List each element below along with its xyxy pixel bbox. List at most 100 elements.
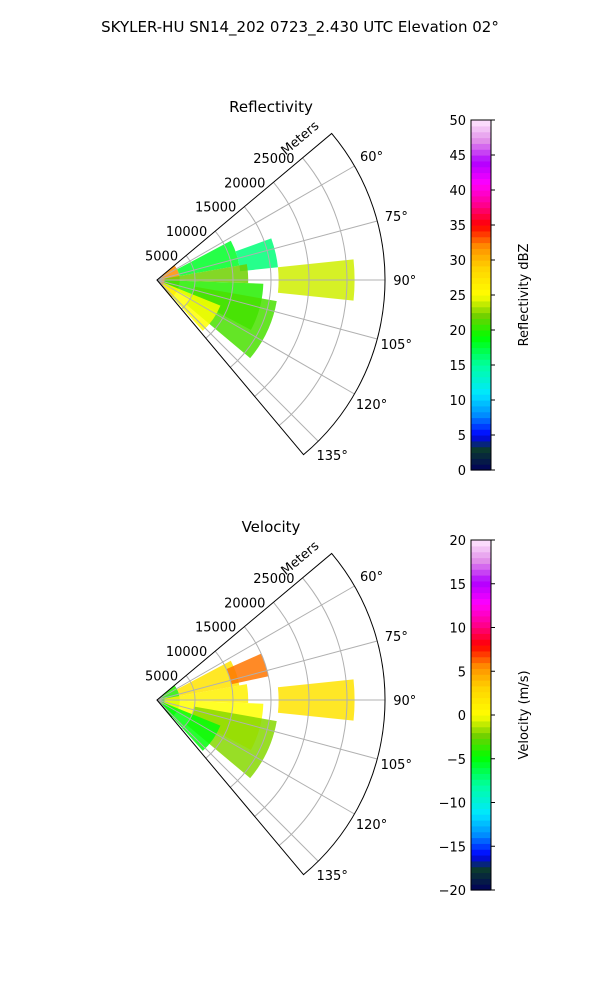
colorbar-segment [471,295,491,302]
colorbar-segment [471,201,491,209]
colorbar-segment [471,738,491,745]
colorbar-segment [471,843,491,850]
r-tick-label: 20000 [224,596,265,611]
colorbar-tick-label: 30 [449,254,466,269]
colorbar-segment [471,720,491,728]
theta-gridline [156,640,378,701]
colorbar-segment [471,400,491,407]
sector-frame [156,552,386,876]
r-tick-label: 5000 [145,670,178,685]
theta-tick-label: 105° [381,338,412,353]
colorbar-segment [471,248,491,255]
colorbar-segment [471,685,491,693]
colorbar-segment [471,265,491,273]
colorbar-segment [471,633,491,640]
theta-gridline [156,279,319,442]
colorbar-tick-label: 10 [449,622,466,637]
colorbar-tick-label: 0 [458,464,466,479]
r-gridline [278,577,348,846]
colorbar-segment [471,849,491,856]
colorbar-segment [471,125,491,133]
colorbar-segment [471,435,491,442]
colorbar-segment [471,184,491,191]
colorbar-segment [471,668,491,675]
colorbar-segment [471,300,491,308]
panel-title: Velocity [242,518,301,536]
colorbar-segment [471,650,491,658]
theta-gridline [156,585,355,701]
colorbar-segment [471,627,491,634]
colorbar-segment [471,452,491,459]
theta-gridline [156,279,378,340]
theta-tick-label: 105° [381,758,412,773]
colorbar-segment [471,254,491,261]
colorbar-segment [471,580,491,588]
colorbar-segment [471,149,491,156]
colorbar-segment [471,382,491,389]
r-gridline [205,650,234,759]
colorbar-tick-label: 5 [458,665,466,680]
colorbar-segment [471,808,491,815]
colorbar-segment [471,160,491,168]
colorbar-segment [471,330,491,337]
r-gridline [278,157,348,426]
radial-axis-label: Meters [279,538,323,578]
colorbar-segment [471,120,491,127]
colorbar-tick-label: 20 [449,324,466,339]
colorbar-segment [471,726,491,734]
colorbar-segment [471,260,491,267]
colorbar-segment [471,645,491,652]
colorbar-segment [471,674,491,681]
colorbar-tick-label: −5 [447,753,466,768]
theta-gridline [156,220,378,281]
colorbar-segment [471,225,491,232]
colorbar-tick-label: 15 [449,359,466,374]
colorbar-segment [471,458,491,465]
colorbar-segment [471,178,491,185]
echo-region [162,282,221,331]
theta-tick-label: 60° [360,150,383,165]
r-gridline [205,230,234,339]
colorbar-segment [471,598,491,605]
colorbar-segment [471,155,491,162]
colorbar-segment [471,569,491,576]
r-gridline [254,601,310,817]
colorbar-segment [471,131,491,139]
colorbar-segment [471,405,491,413]
echo-region [164,264,249,284]
colorbar-segment [471,872,491,879]
colorbar-segment [471,615,491,623]
colorbar-segment [471,213,491,220]
echo-region [235,238,278,272]
echo-region [162,702,221,751]
colorbar-segment [471,750,491,757]
colorbar-segment [471,575,491,582]
r-tick-label: 25000 [253,152,294,167]
colorbar-segment [471,557,491,564]
colorbar-tick-label: 45 [449,149,466,164]
sector-frame [156,132,386,456]
colorbar-segment [471,376,491,384]
colorbar-segment [471,195,491,203]
colorbar-segment [471,289,491,296]
colorbar-segment [471,697,491,704]
r-gridline [229,206,272,368]
r-gridline [254,181,310,397]
r-tick-label: 15000 [195,621,236,636]
colorbar-tick-label: 50 [449,114,466,129]
colorbar-segment [471,277,491,284]
colorbar-segment [471,353,491,360]
colorbar-segment [471,230,491,238]
theta-tick-label: 90° [393,694,416,709]
colorbar-tick-label: 0 [458,709,466,724]
theta-gridline [156,165,355,281]
colorbar-segment [471,137,491,144]
colorbar-segment [471,586,491,594]
theta-tick-label: 75° [385,210,408,225]
colorbar-segment [471,143,491,150]
theta-tick-label: 120° [356,398,387,413]
colorbar-segment [471,423,491,430]
colorbar-segment [471,563,491,570]
colorbar-segment [471,440,491,448]
